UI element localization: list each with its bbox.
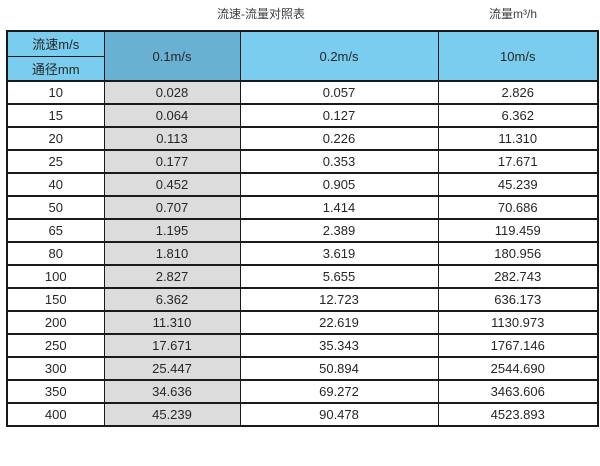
- value-cell: 180.956: [437, 241, 599, 266]
- value-cell: 0.707: [103, 195, 241, 220]
- value-cell: 0.353: [239, 149, 439, 174]
- table-row: 350 34.636 69.272 3463.606: [6, 379, 599, 404]
- page-title: 流速-流量对照表: [217, 7, 305, 21]
- table-row: 50 0.707 1.414 70.686: [6, 195, 599, 220]
- value-cell: 2544.690: [437, 356, 599, 381]
- header-row-velocity: 流速m/s 0.1m/s 0.2m/s 10m/s: [6, 30, 599, 82]
- diameter-cell: 350: [6, 379, 105, 404]
- page-header: 流速-流量对照表 流量m³/h: [0, 0, 600, 30]
- value-cell: 45.239: [103, 402, 241, 427]
- diameter-cell: 100: [6, 264, 105, 289]
- table-header: 流速m/s 0.1m/s 0.2m/s 10m/s 通径mm: [6, 30, 599, 82]
- table-row: 250 17.671 35.343 1767.146: [6, 333, 599, 358]
- value-cell: 35.343: [239, 333, 439, 358]
- table-row: 25 0.177 0.353 17.671: [6, 149, 599, 174]
- value-cell: 636.173: [437, 287, 599, 312]
- value-cell: 2.827: [103, 264, 241, 289]
- table-row: 20 0.113 0.226 11.310: [6, 126, 599, 151]
- value-cell: 45.239: [437, 172, 599, 197]
- value-cell: 1.195: [103, 218, 241, 243]
- value-cell: 0.905: [239, 172, 439, 197]
- value-cell: 0.127: [239, 103, 439, 128]
- table-row: 10 0.028 0.057 2.826: [6, 80, 599, 105]
- diameter-cell: 65: [6, 218, 105, 243]
- value-cell: 119.459: [437, 218, 599, 243]
- value-cell: 3.619: [239, 241, 439, 266]
- diameter-cell: 25: [6, 149, 105, 174]
- table-row: 100 2.827 5.655 282.743: [6, 264, 599, 289]
- flow-unit-label: 流量m³/h: [489, 7, 538, 21]
- value-cell: 34.636: [103, 379, 241, 404]
- diameter-cell: 300: [6, 356, 105, 381]
- value-cell: 1130.973: [437, 310, 599, 335]
- header-row-diameter: 通径mm: [6, 55, 598, 82]
- velocity-header-0-2: 0.2m/s: [239, 30, 439, 82]
- value-cell: 12.723: [239, 287, 439, 312]
- value-cell: 69.272: [239, 379, 439, 404]
- value-cell: 4523.893: [437, 402, 599, 427]
- table-row: 300 25.447 50.894 2544.690: [6, 356, 599, 381]
- value-cell: 2.826: [437, 80, 599, 105]
- table-row: 150 6.362 12.723 636.173: [6, 287, 599, 312]
- value-cell: 282.743: [437, 264, 599, 289]
- table-row: 200 11.310 22.619 1130.973: [6, 310, 599, 335]
- value-cell: 1.414: [239, 195, 439, 220]
- value-cell: 17.671: [103, 333, 241, 358]
- value-cell: 0.226: [239, 126, 439, 151]
- diameter-cell: 20: [6, 126, 105, 151]
- corner-cell-velocity-label: 流速m/s: [6, 30, 105, 57]
- flow-rate-table: 流速m/s 0.1m/s 0.2m/s 10m/s 通径mm 10 0.028 0.…: [6, 30, 599, 427]
- diameter-cell: 150: [6, 287, 105, 312]
- value-cell: 6.362: [103, 287, 241, 312]
- value-cell: 17.671: [437, 149, 599, 174]
- value-cell: 11.310: [103, 310, 241, 335]
- value-cell: 6.362: [437, 103, 599, 128]
- table-body: 10 0.028 0.057 2.826 15 0.064 0.127 6.362 20 0.11…: [6, 80, 599, 427]
- value-cell: 22.619: [239, 310, 439, 335]
- value-cell: 0.177: [103, 149, 241, 174]
- value-cell: 0.452: [103, 172, 241, 197]
- velocity-header-10: 10m/s: [437, 30, 599, 82]
- diameter-cell: 50: [6, 195, 105, 220]
- value-cell: 50.894: [239, 356, 439, 381]
- value-cell: 0.028: [103, 80, 241, 105]
- velocity-header-0-1: 0.1m/s: [103, 30, 241, 82]
- table-row: 80 1.810 3.619 180.956: [6, 241, 599, 266]
- table-row: 40 0.452 0.905 45.239: [6, 172, 599, 197]
- value-cell: 0.064: [103, 103, 241, 128]
- table-row: 400 45.239 90.478 4523.893: [6, 402, 599, 427]
- table-row: 65 1.195 2.389 119.459: [6, 218, 599, 243]
- value-cell: 2.389: [239, 218, 439, 243]
- diameter-cell: 40: [6, 172, 105, 197]
- value-cell: 1.810: [103, 241, 241, 266]
- value-cell: 90.478: [239, 402, 439, 427]
- value-cell: 11.310: [437, 126, 599, 151]
- value-cell: 0.057: [239, 80, 439, 105]
- table-row: 15 0.064 0.127 6.362: [6, 103, 599, 128]
- value-cell: 1767.146: [437, 333, 599, 358]
- value-cell: 3463.606: [437, 379, 599, 404]
- diameter-cell: 250: [6, 333, 105, 358]
- diameter-cell: 400: [6, 402, 105, 427]
- diameter-cell: 80: [6, 241, 105, 266]
- value-cell: 25.447: [103, 356, 241, 381]
- value-cell: 5.655: [239, 264, 439, 289]
- diameter-cell: 15: [6, 103, 105, 128]
- value-cell: 70.686: [437, 195, 599, 220]
- value-cell: 0.113: [103, 126, 241, 151]
- diameter-cell: 200: [6, 310, 105, 335]
- diameter-cell: 10: [6, 80, 105, 105]
- corner-cell-diameter-label: 通径mm: [6, 55, 105, 82]
